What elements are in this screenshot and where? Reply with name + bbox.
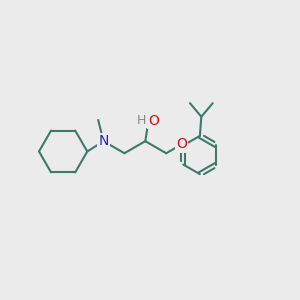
Text: O: O (148, 114, 159, 128)
Text: N: N (98, 134, 109, 148)
Text: H: H (137, 114, 146, 127)
Text: O: O (176, 137, 187, 152)
